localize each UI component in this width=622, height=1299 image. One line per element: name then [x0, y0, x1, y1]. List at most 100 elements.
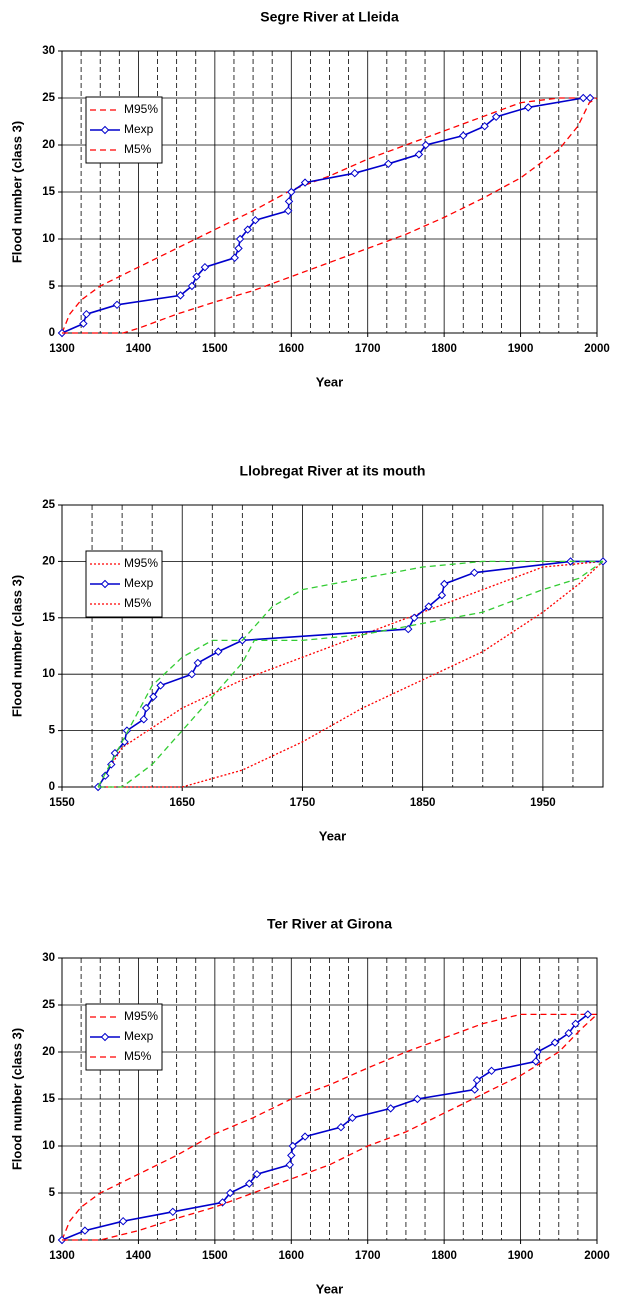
x-tick-label: 1950 — [530, 797, 556, 809]
y-axis-label: Flood number (class 3) — [9, 1028, 24, 1170]
data-point — [437, 591, 447, 600]
data-point — [287, 187, 296, 197]
data-point — [284, 197, 294, 206]
x-tick-label: 2000 — [584, 1250, 610, 1262]
data-point — [470, 568, 479, 577]
data-point — [141, 703, 151, 713]
plot-border — [61, 504, 604, 788]
data-point — [82, 309, 91, 319]
data-point — [524, 103, 533, 112]
series-line — [61, 1013, 597, 1241]
data-point — [230, 253, 239, 263]
x-tick-label: 1700 — [355, 343, 381, 355]
legend-label: Mexp — [124, 1029, 154, 1043]
data-point — [459, 131, 468, 140]
series-line — [98, 560, 604, 788]
x-tick-label: 1800 — [431, 343, 457, 355]
data-point — [149, 692, 158, 701]
data-point — [550, 1038, 560, 1047]
chart: Segre River at Lleida 0 5 10 15 20 25 30 1300 140… — [9, 9, 609, 390]
series-line — [97, 560, 603, 788]
y-tick-label: 20 — [42, 555, 55, 567]
x-tick-label: 1400 — [126, 1250, 152, 1262]
series-line — [62, 1013, 598, 1241]
series-line — [62, 97, 598, 334]
data-point — [284, 206, 293, 216]
legend-marker — [100, 1032, 110, 1042]
data-point — [285, 1160, 294, 1170]
series-line — [61, 97, 597, 334]
data-point — [487, 1066, 496, 1076]
x-tick-label: 1500 — [202, 343, 228, 355]
data-point — [218, 1198, 227, 1207]
data-point — [440, 579, 449, 589]
data-point — [470, 1085, 479, 1094]
data-point — [571, 1019, 580, 1029]
y-tick-label: 0 — [49, 781, 55, 793]
y-tick-label: 15 — [42, 186, 55, 198]
chart-title: Segre River at Lleida — [260, 9, 399, 25]
data-point — [251, 215, 260, 225]
data-point — [300, 178, 310, 187]
legend-label: M5% — [124, 596, 152, 610]
legend-label: M5% — [124, 142, 152, 156]
data-point — [579, 93, 588, 103]
y-tick-label: 0 — [49, 327, 55, 339]
y-axis-label: Flood number (class 3) — [9, 575, 24, 717]
data-point — [300, 1132, 310, 1141]
data-point — [200, 262, 210, 272]
y-tick-label: 0 — [49, 1234, 55, 1246]
y-tick-label: 20 — [42, 1046, 55, 1058]
data-point — [384, 159, 393, 169]
chart-title: Ter River at Girona — [267, 916, 392, 932]
data-point — [424, 602, 433, 611]
y-tick-label: 30 — [42, 952, 55, 964]
data-point — [348, 1113, 357, 1123]
data-point — [533, 1047, 542, 1057]
data-point — [336, 1122, 346, 1132]
data-point — [176, 291, 185, 300]
data-point — [225, 1188, 235, 1198]
data-point — [531, 1057, 541, 1066]
data-point — [252, 1169, 262, 1179]
x-tick-label: 1900 — [508, 1250, 534, 1262]
data-point — [583, 1010, 593, 1019]
data-point — [472, 1075, 482, 1085]
data-point — [287, 1151, 296, 1160]
x-tick-label: 1400 — [126, 343, 152, 355]
x-tick-label: 1700 — [355, 1250, 381, 1262]
plot-border — [61, 50, 598, 334]
data-point — [79, 319, 88, 328]
x-tick-label: 1300 — [49, 1250, 75, 1262]
y-tick-label: 5 — [49, 280, 56, 292]
y-tick-label: 5 — [49, 725, 56, 737]
x-tick-label: 1800 — [431, 1250, 457, 1262]
series-line — [97, 560, 604, 788]
data-point — [187, 669, 197, 679]
data-point — [234, 244, 243, 253]
legend-label: M95% — [124, 1009, 158, 1023]
data-point — [564, 1028, 573, 1038]
data-point — [187, 281, 197, 291]
x-axis-label: Year — [319, 828, 346, 843]
data-point — [491, 112, 501, 122]
legend-label: M95% — [124, 102, 158, 116]
x-axis-label: Year — [316, 374, 343, 389]
y-tick-label: 25 — [42, 999, 55, 1011]
y-tick-label: 25 — [42, 499, 55, 511]
x-tick-label: 1650 — [169, 797, 195, 809]
data-point — [118, 1216, 128, 1226]
x-tick-label: 1850 — [410, 797, 436, 809]
data-point — [112, 300, 122, 310]
chart: Ter River at Girona 0 5 10 15 20 25 30 1300 1400 1… — [9, 916, 609, 1297]
y-tick-label: 15 — [42, 1093, 55, 1105]
chart: Llobregat River at its mouth 0 5 10 15 20 25 15… — [9, 463, 608, 843]
x-tick-label: 1600 — [278, 1250, 304, 1262]
data-point — [168, 1207, 178, 1217]
x-tick-label: 1750 — [290, 797, 316, 809]
y-tick-label: 10 — [42, 668, 55, 680]
x-tick-label: 1550 — [49, 797, 75, 809]
legend-label: M95% — [124, 556, 158, 570]
y-tick-label: 5 — [49, 1187, 56, 1199]
